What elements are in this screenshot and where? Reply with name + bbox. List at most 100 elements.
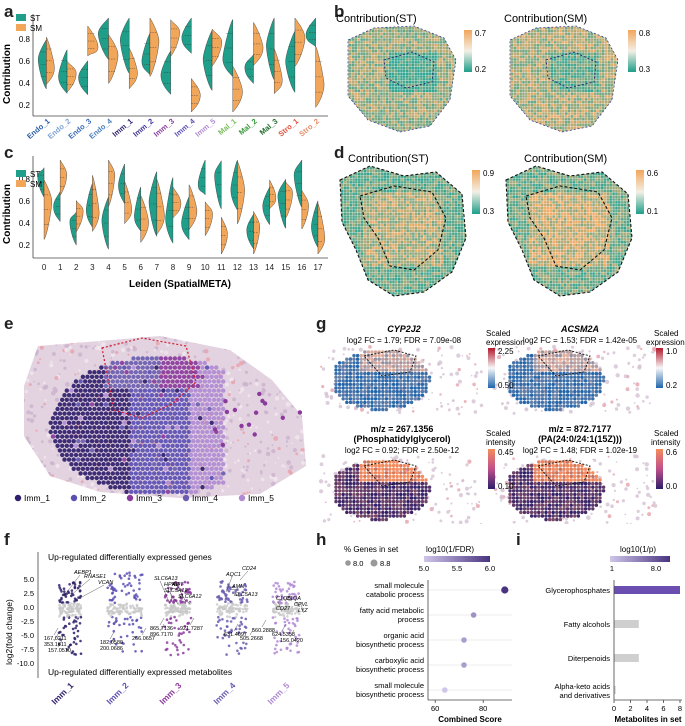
gene-annotation: AMN — [231, 584, 244, 590]
panel-e-legend: Imm_1 Imm_2 Imm_3 Imm_4 Imm_5 — [14, 493, 274, 503]
h-color-legend-title: log10(1/FDR) — [426, 545, 474, 554]
g-met2-title1: m/z = 872.7177 — [549, 424, 612, 434]
violin-half-sm — [108, 33, 119, 84]
panel-a-violins — [37, 17, 325, 113]
panel-d-sm-map — [506, 166, 632, 296]
metabolite-set-bar — [614, 686, 616, 694]
legend-dot — [238, 494, 246, 502]
f-ytick: -10.0 — [17, 659, 34, 668]
violin-half-sm — [129, 47, 138, 90]
i-category-label: Diterpenoids — [568, 654, 610, 663]
metabolite-annotation: 865.7136 — [150, 626, 173, 632]
panel-label-g: g — [316, 314, 327, 333]
h-term-label: fatty acid metabolic — [360, 606, 424, 615]
h-size-legend-1: 8.0 — [353, 559, 363, 568]
g-met1-title2: (Phosphatidylglycerol) — [353, 434, 450, 444]
gene-annotation: AQC1 — [225, 572, 241, 578]
panel-c-ytick: 0.2 — [19, 241, 31, 250]
violin-half-st — [78, 60, 88, 96]
panel-c-legend-sm: SM — [30, 180, 42, 189]
gene-annotation: SLC6A13 — [154, 576, 178, 582]
f-ytick: 0.0 — [24, 603, 34, 612]
panel-b-sm-scale-min: 0.3 — [639, 65, 651, 74]
panel-c-ytick: 0.4 — [19, 219, 31, 228]
legend-dot — [14, 494, 22, 502]
x-tick-label: 4 — [106, 263, 111, 272]
f-top-caption: Up-regulated differentially expressed ge… — [48, 552, 212, 562]
violin-half-sm — [191, 77, 201, 113]
violin-half-st — [120, 17, 130, 74]
i-xtick: 6 — [661, 704, 665, 713]
gene-annotation: SLC5A12 — [164, 588, 188, 594]
panel-a-ytick: 0.6 — [19, 57, 31, 66]
violin-half-st — [141, 32, 151, 76]
g-gene2-scale-title-1: Scaled — [654, 329, 678, 338]
metabolite-annotation: 182.0580 — [100, 640, 123, 646]
panel-a-ytick: 0.2 — [19, 101, 31, 110]
x-tick-label: 2 — [74, 263, 79, 272]
i-category-label: and derivatives — [560, 691, 611, 700]
g-met2-scale-min: 0.0 — [666, 482, 678, 491]
violin-half-st — [181, 17, 192, 54]
panel-g-feature-maps: CYP2J2 log2 FC = 1.79; FDR = 7.09e-08 AC… — [318, 324, 685, 524]
enrichment-dot — [501, 586, 509, 594]
x-tick-label: 1 — [58, 263, 63, 272]
gene-annotation: CD27 — [276, 606, 291, 612]
h-size-legend-title: % Genes in set — [344, 545, 399, 554]
x-tick-label: Mal_2 — [237, 117, 259, 137]
panel-c-xlabels: 0 1 2 3 4 5 6 7 8 9 10 11 12 13 14 15 16 17 — [42, 263, 323, 272]
x-tick-label: Imm_5 — [193, 117, 217, 139]
g-gene1-scale-title-2: expression — [486, 338, 525, 347]
h-xtick: 80 — [479, 704, 487, 713]
gene-annotation: AEBP1 — [73, 570, 92, 576]
h-term-label: catabolic process — [366, 590, 424, 599]
x-tick-label: 10 — [201, 263, 210, 272]
violin-half-sm — [253, 21, 264, 66]
metabolite-annotation: 266.0657 — [132, 636, 155, 642]
panel-a-ylabel: Contribution — [2, 44, 13, 104]
gene-annotation: CD24 — [242, 566, 256, 572]
h-size-legend-2: 8.8 — [380, 559, 390, 568]
violin-half-sm — [315, 45, 325, 108]
panel-label-e: e — [4, 314, 14, 333]
volcano-group-label: Imm_2 — [104, 680, 130, 706]
x-tick-label: 14 — [265, 263, 274, 272]
gene-annotation: RNASE1 — [84, 574, 106, 580]
h-term-label: carboxylic acid — [375, 656, 424, 665]
volcano-group-label: Imm_1 — [49, 680, 75, 706]
panel-c-xlabel: Leiden (SpatialMETA) — [129, 279, 231, 290]
x-tick-label: 11 — [217, 263, 226, 272]
x-tick-label: Imm_2 — [131, 117, 155, 139]
panel-d-title-sm: Contribution(SM) — [524, 153, 607, 165]
i-legend-tick-2: 8.0 — [651, 564, 661, 573]
panel-b-sm-map — [510, 26, 618, 132]
h-xlabel: Combined Score — [438, 715, 502, 724]
panel-c-legend-st: ST — [30, 170, 40, 179]
panel-a-legend-sm: SM — [30, 24, 42, 33]
g-met1-scale-title-2: intensity — [486, 438, 515, 447]
volcano-group-label: Imm_4 — [211, 680, 237, 706]
g-met1-scale-title-1: Scaled — [486, 429, 510, 438]
metabolite-annotation: 156.0420 — [280, 638, 303, 644]
h-xtick: 60 — [431, 704, 439, 713]
panel-label-f: f — [4, 530, 10, 549]
panel-b-st-scale-min: 0.2 — [475, 65, 487, 74]
x-tick-label: 6 — [138, 263, 143, 272]
panel-b-spatial-maps: Contribution(ST) Contribution(SM) 0.7 0.… — [336, 13, 651, 133]
x-tick-label: Stro_1 — [277, 117, 301, 139]
panel-g-maps — [318, 344, 658, 524]
panel-f-points — [57, 571, 301, 657]
metabolite-annotation: 560.2888 — [252, 628, 275, 634]
panel-c-ylabel: Contribution — [2, 184, 13, 244]
g-gene2-stats: log2 FC = 1.53; FDR = 1.42e-05 — [523, 336, 638, 345]
panel-a-ytick: 0.4 — [19, 79, 31, 88]
x-tick-label: 12 — [233, 263, 242, 272]
h-term-label: process — [398, 615, 425, 624]
f-ytick: -5.0 — [21, 631, 34, 640]
panel-f-ylabel: log2(fold change) — [4, 599, 14, 665]
metabolite-annotation: 624.5358 — [272, 632, 295, 638]
gene-annotation: VCAN — [98, 580, 113, 586]
panel-e-imm-spots — [48, 356, 303, 494]
